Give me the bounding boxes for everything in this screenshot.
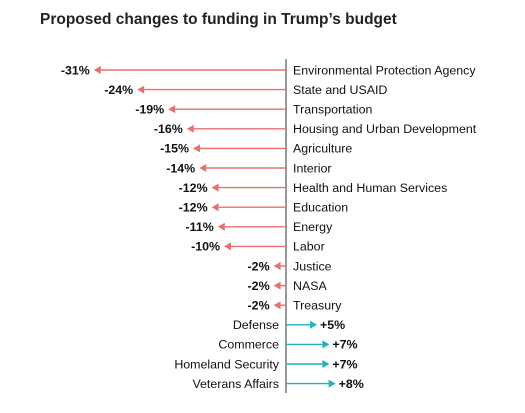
chart-marks: -31% Environmental Protection Agency -24% S… (61, 63, 477, 391)
category-label-transportation: Transportation (293, 103, 373, 117)
chart-title: Proposed changes to funding in Trump’s b… (40, 11, 397, 28)
category-label-agriculture: Agriculture (293, 142, 352, 156)
bar-arrowhead-commerce (322, 340, 330, 349)
value-label-defense: +5% (320, 318, 345, 332)
category-label-energy: Energy (293, 220, 333, 234)
value-label-state-and-usaid: -24% (104, 83, 133, 97)
value-label-interior: -14% (166, 161, 195, 175)
value-label-agriculture: -15% (160, 142, 189, 156)
bar-arrowhead-transportation (168, 105, 176, 114)
bar-arrowhead-state-and-usaid (137, 85, 145, 94)
value-label-veterans-affairs: +8% (339, 377, 364, 391)
value-label-health-and-human-services: -12% (179, 181, 208, 195)
bar-arrowhead-justice (273, 262, 281, 270)
bar-group-interior: -14% Interior (166, 161, 331, 175)
category-label-housing-and-urban-development: Housing and Urban Development (293, 122, 477, 136)
value-label-treasury: -2% (248, 299, 270, 313)
value-label-labor: -10% (191, 240, 220, 254)
bar-group-energy: -11% Energy (186, 220, 334, 234)
bar-group-commerce: +7% Commerce (218, 338, 357, 352)
value-label-education: -12% (179, 201, 208, 215)
value-label-housing-and-urban-development: -16% (154, 122, 183, 136)
bar-arrowhead-homeland-security (322, 360, 330, 368)
bar-group-veterans-affairs: +8% Veterans Affairs (192, 377, 363, 391)
category-label-nasa: NASA (293, 279, 327, 293)
category-label-environmental-protection-agency: Environmental Protection Agency (293, 63, 476, 77)
category-label-treasury: Treasury (293, 299, 342, 313)
bar-arrowhead-defense (310, 320, 317, 329)
value-label-commerce: +7% (332, 338, 357, 352)
category-label-defense: Defense (233, 318, 279, 332)
bar-group-transportation: -19% Transportation (135, 103, 372, 117)
bar-arrowhead-environmental-protection-agency (93, 66, 101, 74)
category-label-commerce: Commerce (218, 338, 279, 352)
bar-group-labor: -10% Labor (191, 240, 325, 254)
category-label-state-and-usaid: State and USAID (293, 83, 387, 97)
category-label-veterans-affairs: Veterans Affairs (192, 377, 279, 391)
bar-arrowhead-agriculture (193, 144, 200, 153)
value-label-nasa: -2% (248, 279, 270, 293)
bar-group-state-and-usaid: -24% State and USAID (104, 83, 387, 97)
bar-arrowhead-labor (224, 242, 231, 251)
bar-group-health-and-human-services: -12% Health and Human Services (179, 181, 448, 195)
bar-arrowhead-veterans-affairs (328, 379, 336, 388)
bar-arrowhead-housing-and-urban-development (186, 124, 194, 133)
bar-arrowhead-education (211, 203, 219, 212)
bar-arrowhead-interior (199, 164, 207, 172)
value-label-energy: -11% (186, 220, 214, 234)
value-label-homeland-security: +7% (332, 357, 357, 371)
bar-arrowhead-energy (217, 222, 225, 231)
bar-group-nasa: -2% NASA (248, 279, 328, 293)
category-label-homeland-security: Homeland Security (174, 357, 279, 371)
bar-group-environmental-protection-agency: -31% Environmental Protection Agency (61, 63, 476, 77)
category-label-interior: Interior (293, 161, 332, 175)
bar-group-education: -12% Education (179, 201, 349, 215)
bar-arrowhead-treasury (273, 301, 281, 310)
bar-group-agriculture: -15% Agriculture (160, 142, 352, 156)
bar-group-defense: +5% Defense (233, 318, 345, 332)
category-label-justice: Justice (293, 259, 332, 273)
category-label-health-and-human-services: Health and Human Services (293, 181, 447, 195)
category-label-labor: Labor (293, 240, 325, 254)
bar-group-homeland-security: +7% Homeland Security (174, 357, 357, 371)
bar-group-housing-and-urban-development: -16% Housing and Urban Development (154, 122, 477, 136)
value-label-environmental-protection-agency: -31% (61, 63, 90, 77)
value-label-justice: -2% (248, 259, 270, 273)
bar-group-justice: -2% Justice (248, 259, 332, 273)
bar-arrowhead-health-and-human-services (211, 183, 219, 192)
bar-group-treasury: -2% Treasury (248, 299, 343, 313)
bar-arrowhead-nasa (273, 281, 281, 290)
value-label-transportation: -19% (135, 103, 164, 117)
category-label-education: Education (293, 201, 348, 215)
